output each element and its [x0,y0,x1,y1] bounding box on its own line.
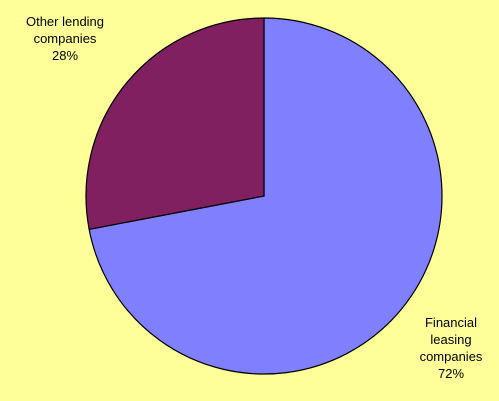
pie-slices [85,17,443,375]
pie-slice-1 [88,17,443,375]
slice-label-line: Other lending [26,14,104,29]
slice-value-label: 72% [438,366,464,381]
pie-slice-2 [85,17,265,231]
slice-label-line: Financial [425,315,477,330]
slice-label-1: Financial leasing companies 72% [420,315,483,381]
slice-label-line: leasing [430,332,471,347]
slice-value-label: 28% [52,48,78,63]
slice-labels: Financial leasing companies 72% Other lendin… [26,14,483,381]
slice-label-line: companies [34,31,97,46]
slice-label-2: Other lending companies 28% [26,14,104,63]
slice-label-line: companies [420,349,483,364]
